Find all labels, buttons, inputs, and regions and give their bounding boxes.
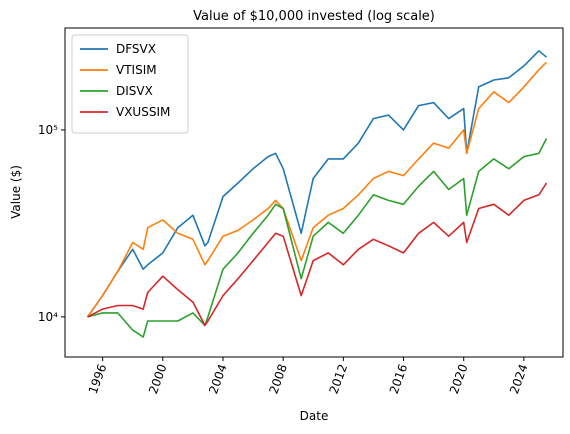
- x-tick-label: 2000: [146, 362, 170, 395]
- y-axis-label: Value ($): [9, 165, 23, 219]
- x-tick-label: 2016: [387, 362, 411, 395]
- x-tick-label: 2024: [507, 362, 531, 395]
- series-line: [87, 138, 548, 338]
- legend-box: [71, 34, 189, 134]
- x-tick-label: 2008: [266, 362, 290, 395]
- series-line: [87, 182, 548, 327]
- series-line: [86, 50, 548, 318]
- legend-label: DFSVX: [116, 42, 156, 56]
- chart-title: Value of $10,000 invested (log scale): [193, 9, 435, 24]
- series-line: [86, 61, 548, 318]
- axes-frame: [64, 27, 564, 358]
- x-tick-label: 2020: [447, 362, 471, 395]
- y-tick-label: 10⁴: [38, 310, 58, 324]
- legend-label: VXUSSIM: [116, 105, 170, 119]
- x-axis-label: Date: [300, 409, 329, 423]
- legend-label: DISVX: [116, 84, 153, 98]
- x-tick-label: 1996: [86, 362, 110, 395]
- legend-label: VTISIM: [116, 63, 157, 77]
- x-tick-label: 2012: [327, 362, 351, 395]
- x-tick-label: 2004: [206, 362, 230, 395]
- y-tick-label: 10⁵: [38, 123, 58, 137]
